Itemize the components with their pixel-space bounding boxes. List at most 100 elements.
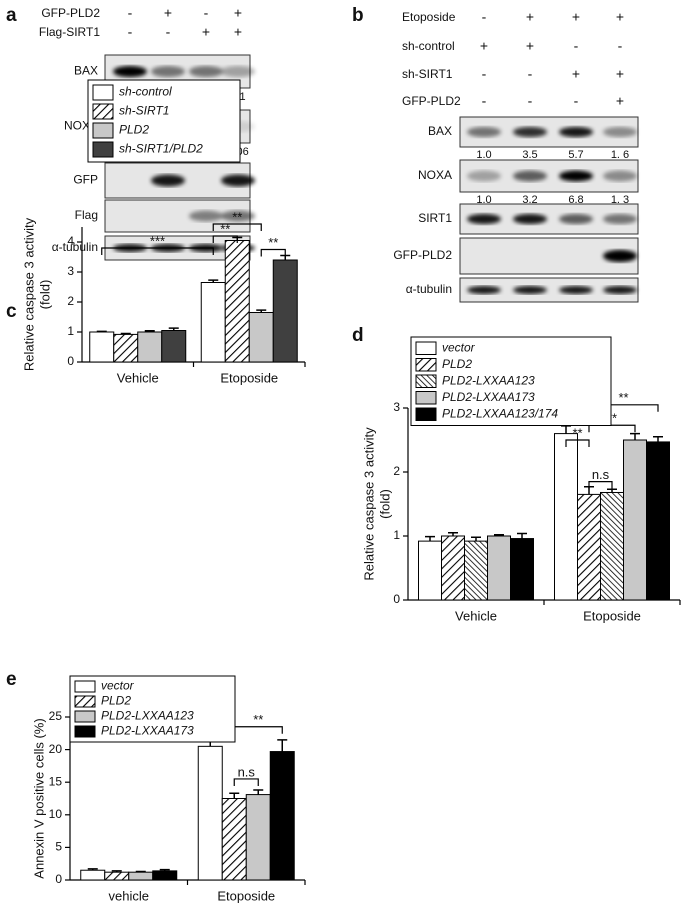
- bar: [80, 869, 106, 881]
- significance-label: n.s: [238, 764, 256, 779]
- condition-sign: -: [482, 93, 487, 109]
- bar: [554, 433, 578, 601]
- error-bar: [111, 870, 122, 873]
- bar: [464, 540, 488, 601]
- bar: [418, 540, 442, 601]
- condition-sign: -: [166, 24, 171, 40]
- bar: [89, 331, 115, 363]
- band-name: Flag: [75, 208, 98, 222]
- bar: [248, 312, 274, 363]
- band-quant: 3.5: [522, 149, 537, 161]
- legend-swatch: [415, 358, 437, 372]
- blot-band: [151, 65, 185, 78]
- band-name: BAX: [74, 64, 98, 78]
- error-bar: [517, 532, 527, 539]
- legend-label: sh-control: [119, 85, 172, 99]
- error-bar: [144, 330, 155, 332]
- band-quant: 1. 6: [611, 149, 629, 161]
- bar: [161, 330, 187, 363]
- x-tick-label: Vehicle: [455, 608, 497, 623]
- legend-swatch: [92, 84, 114, 101]
- y-tick-label: 3: [393, 400, 400, 414]
- band-name: GFP-PLD2: [393, 248, 452, 262]
- legend-frame: [410, 336, 612, 426]
- condition-sign: -: [574, 93, 579, 109]
- legend-swatch: [74, 680, 96, 693]
- legend-swatch: [415, 407, 437, 421]
- legend-swatch: [74, 695, 96, 708]
- band-name: α-tubulin: [406, 282, 452, 296]
- significance-label: **: [253, 712, 263, 727]
- legend-label: PLD2-LXXAA123: [442, 373, 535, 387]
- blot-band: [603, 126, 637, 138]
- significance-bracket: [212, 235, 238, 243]
- condition-sign: -: [128, 24, 133, 40]
- error-bar: [561, 425, 571, 434]
- blot-band: [189, 65, 223, 78]
- condition-sign: +: [234, 24, 242, 40]
- y-tick-label: 2: [393, 464, 400, 478]
- bar: [441, 535, 465, 601]
- legend-swatch: [92, 122, 114, 139]
- band-quant: 1.0: [476, 194, 491, 206]
- blot-band: [603, 249, 637, 263]
- legend-swatch: [74, 710, 96, 723]
- band-name: NOXA: [418, 168, 452, 182]
- y-tick-label: 3: [67, 264, 74, 278]
- bar: [577, 493, 601, 601]
- panel-label: e: [6, 669, 17, 690]
- condition-name: sh-control: [402, 39, 455, 53]
- condition-sign: -: [528, 66, 533, 82]
- bar: [623, 439, 647, 601]
- error-bar: [256, 309, 267, 313]
- blot-band: [603, 285, 637, 295]
- significance-label: **: [618, 390, 628, 405]
- blot-band: [513, 285, 547, 295]
- panel-label: a: [6, 5, 17, 26]
- significance-label: **: [572, 425, 582, 440]
- blot-band: [513, 213, 547, 225]
- condition-sign: -: [482, 9, 487, 25]
- blot-band: [221, 65, 255, 78]
- bar: [245, 794, 271, 881]
- error-bar: [607, 488, 617, 493]
- condition-sign: -: [574, 38, 579, 54]
- panel-label: d: [352, 325, 364, 346]
- blot-band: [467, 170, 501, 182]
- significance-label: n.s: [592, 467, 610, 482]
- legend-swatch: [92, 103, 114, 120]
- blot-band: [603, 170, 637, 182]
- condition-name: Flag-SIRT1: [39, 25, 100, 39]
- bar: [200, 282, 226, 363]
- condition-name: sh-SIRT1: [402, 67, 453, 81]
- blot-band: [113, 65, 147, 78]
- significance-bracket: [101, 247, 214, 255]
- significance-label: **: [220, 221, 230, 236]
- significance-label: **: [268, 235, 278, 250]
- legend-label: PLD2-LXXAA123/174: [442, 406, 558, 420]
- error-bar: [208, 279, 219, 283]
- bar: [510, 538, 534, 601]
- error-bar: [494, 533, 504, 536]
- condition-sign: -: [528, 93, 533, 109]
- condition-name: GFP-PLD2: [402, 94, 461, 108]
- error-bar: [159, 868, 170, 871]
- condition-sign: +: [164, 5, 172, 21]
- error-bar: [120, 332, 131, 335]
- error-bar: [135, 870, 146, 873]
- y-tick-label: 0: [67, 354, 74, 368]
- error-bar: [87, 868, 98, 871]
- blot-band: [559, 213, 593, 225]
- legend-label: vector: [442, 340, 476, 354]
- legend-label: sh-SIRT1: [119, 104, 169, 118]
- x-tick-label: Etoposide: [217, 888, 275, 903]
- error-bar: [471, 536, 481, 542]
- significance-bracket: [260, 248, 286, 257]
- x-tick-label: Etoposide: [220, 370, 278, 385]
- condition-sign: -: [128, 5, 133, 21]
- band-quant: 1.0: [476, 149, 491, 161]
- bar: [487, 535, 511, 601]
- legend-label: PLD2-LXXAA173: [101, 724, 194, 738]
